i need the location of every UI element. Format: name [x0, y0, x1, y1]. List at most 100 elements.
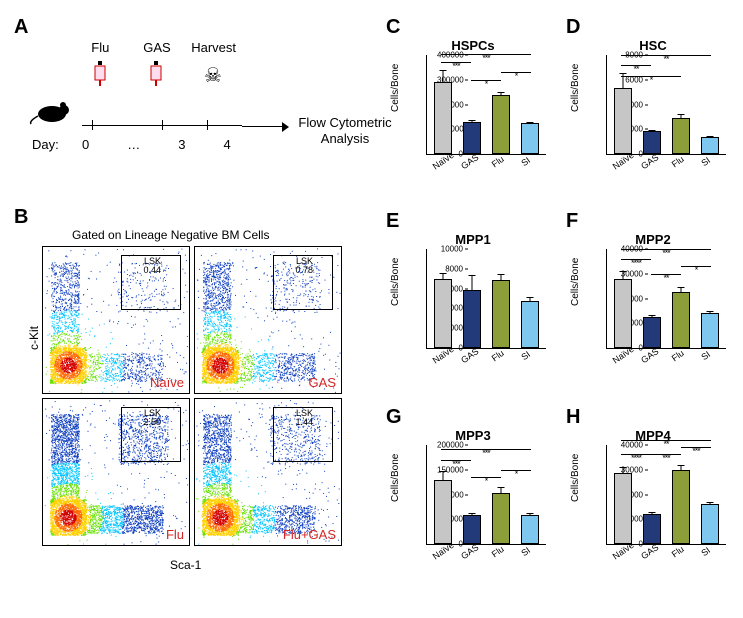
gate-label: LSK1.44: [275, 409, 313, 427]
chart-plot-area: 010000200003000040000************: [606, 445, 726, 545]
bar-wrap: [642, 317, 662, 348]
error-bar: [623, 271, 624, 280]
bar-gas: [463, 122, 481, 155]
bar-naïve: [434, 480, 452, 544]
error-bar: [623, 467, 624, 473]
chart-title: MPP2: [568, 232, 738, 247]
bar-wrap: [462, 122, 482, 155]
timeline-days: 0 … 3 4: [82, 137, 231, 152]
bar-wrap: [671, 118, 691, 154]
significance-bracket: *: [621, 76, 681, 85]
error-bar: [500, 487, 501, 493]
chart-mpp2: MPP2Cells/Bone010000200003000040000*****…: [568, 232, 738, 382]
bar-flu: [672, 118, 690, 154]
error-bar: [680, 287, 681, 292]
chart-mpp4: MPP4Cells/Bone010000200003000040000*****…: [568, 428, 738, 578]
error-bar: [709, 502, 710, 504]
chart-title: HSPCs: [388, 38, 558, 53]
scatter-condition-label: Flu+GAS: [283, 527, 336, 542]
chart-title: MPP1: [388, 232, 558, 247]
scatter-plot-nave: LSK0.44Naïve: [42, 246, 190, 394]
bar-wrap: [520, 123, 540, 154]
bar-wrap: [671, 292, 691, 348]
chart-ylabel: Cells/Bone: [390, 64, 401, 112]
bar-naïve: [614, 88, 632, 154]
bar-wrap: [671, 470, 691, 544]
chart-ylabel: Cells/Bone: [570, 64, 581, 112]
panel-label-G: G: [386, 406, 402, 429]
flow-cytometric-label: Flow Cytometric Analysis: [290, 115, 400, 146]
bar-flu: [672, 470, 690, 544]
gate-label: LSK0.78: [275, 257, 313, 275]
bar-wrap: [491, 280, 511, 348]
chart-ylabel: Cells/Bone: [390, 454, 401, 502]
skull-icon: ☠: [204, 63, 222, 88]
error-bar: [472, 275, 473, 290]
panel-label-B: B: [14, 206, 28, 229]
significance-bracket: ***: [441, 449, 531, 458]
significance-bracket: *: [471, 80, 501, 89]
bar-wrap: [433, 82, 453, 155]
significance-bracket: ****: [621, 259, 651, 268]
panel-label-D: D: [566, 16, 580, 39]
bar-wrap: [491, 95, 511, 154]
scatter-condition-label: Flu: [166, 527, 184, 542]
significance-bracket: ***: [621, 249, 711, 258]
significance-bracket: *: [501, 72, 531, 81]
chart-xlabels: NaïveGASFluSI: [606, 349, 726, 365]
bar-wrap: [520, 515, 540, 544]
error-bar: [529, 122, 530, 123]
error-bar: [680, 465, 681, 470]
syringe-icon: [92, 59, 108, 92]
chart-xlabels: NaïveGASFluSI: [426, 545, 546, 561]
bar-gas: [643, 514, 661, 544]
error-bar: [472, 513, 473, 515]
significance-bracket: ***: [651, 454, 681, 463]
timeline-header-harvest: Harvest: [189, 40, 239, 55]
error-bar: [500, 274, 501, 280]
error-bar: [443, 273, 444, 279]
timeline-day-label: Day:: [32, 137, 59, 152]
error-bar: [652, 512, 653, 514]
error-bar: [680, 114, 681, 118]
bar-si: [701, 504, 719, 544]
scatter-plot-flu: LSK2.50Flu: [42, 398, 190, 546]
significance-bracket: *: [471, 477, 501, 486]
error-bar: [652, 315, 653, 317]
error-bar: [529, 297, 530, 301]
bar-wrap: [642, 514, 662, 544]
bar-gas: [463, 290, 481, 348]
mouse-icon: [27, 96, 72, 126]
bar-wrap: [491, 493, 511, 544]
error-bar: [709, 311, 710, 313]
error-bar: [500, 92, 501, 96]
bar-naïve: [434, 82, 452, 155]
bar-si: [521, 515, 539, 544]
chart-xlabels: NaïveGASFluSI: [606, 155, 726, 171]
error-bar: [709, 136, 710, 137]
bar-flu: [672, 292, 690, 348]
bar-naïve: [614, 279, 632, 348]
bar-wrap: [433, 480, 453, 544]
timeline-header-gas: GAS: [132, 40, 182, 55]
bar-naïve: [434, 279, 452, 348]
bar-wrap: [462, 515, 482, 544]
panel-A-timeline: Flu GAS Harvest ☠ Day: 0 … 3 4 Flow Cyto…: [32, 40, 372, 160]
panel-label-A: A: [14, 16, 28, 39]
significance-bracket: ****: [621, 454, 651, 463]
significance-bracket: *: [501, 470, 531, 479]
panel-B-title: Gated on Lineage Negative BM Cells: [72, 228, 269, 242]
chart-bars: [427, 249, 546, 348]
bar-flu: [492, 95, 510, 154]
chart-title: HSC: [568, 38, 738, 53]
error-bar: [529, 513, 530, 515]
bar-wrap: [613, 88, 633, 154]
chart-plot-area: 02000400060008000*****: [606, 55, 726, 155]
scatter-plot-gas: LSK0.78 GAS: [194, 246, 342, 394]
bar-flu: [492, 280, 510, 348]
timeline-header-flu: Flu: [75, 40, 125, 55]
chart-mpp1: MPP1Cells/Bone0200040006000800010000Naïv…: [388, 232, 558, 382]
significance-bracket: ***: [681, 447, 711, 456]
bar-wrap: [700, 313, 720, 348]
scatter-condition-label: GAS: [309, 375, 336, 390]
